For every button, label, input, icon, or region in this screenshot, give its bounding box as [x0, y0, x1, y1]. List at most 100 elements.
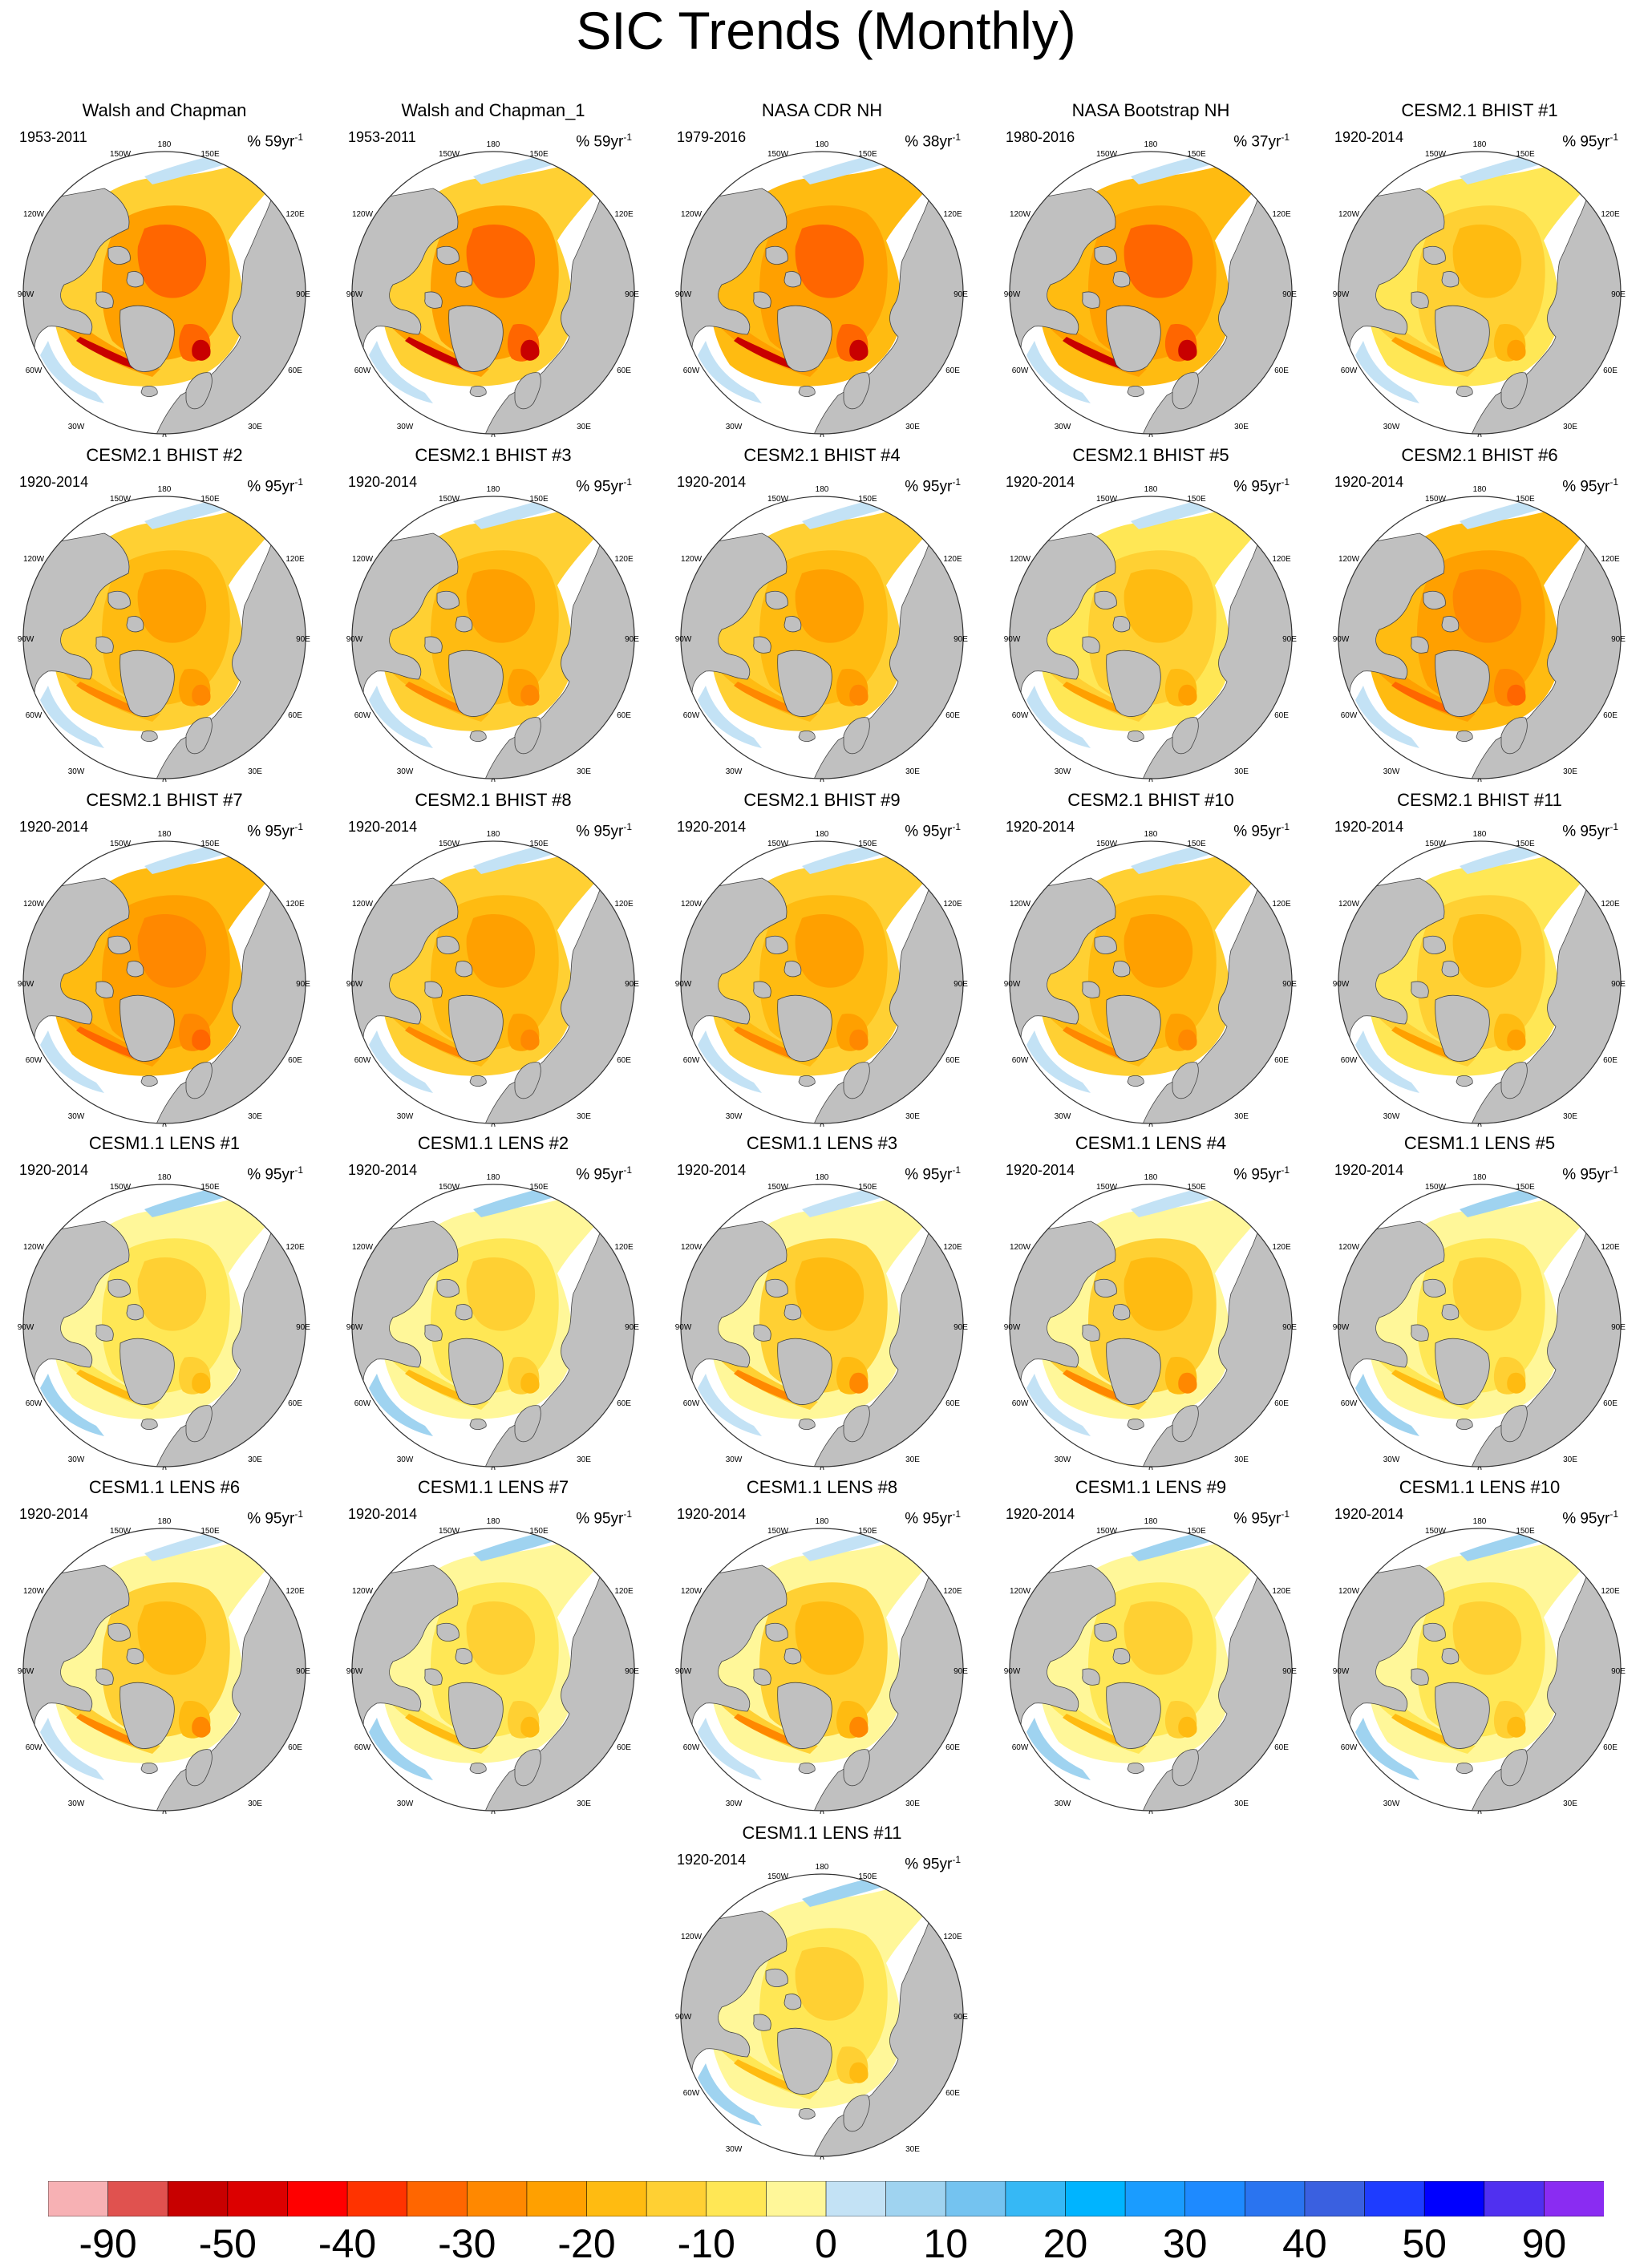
land-greenland	[1435, 305, 1490, 372]
panel-units-text: % 95yr	[1233, 823, 1282, 840]
longitude-label: 90E	[296, 1323, 310, 1332]
panel-units-exponent: -1	[294, 821, 303, 832]
panel-units: % 95yr-1	[905, 474, 961, 495]
colorbar-swatch	[1005, 2180, 1067, 2217]
longitude-label: 0	[1148, 1466, 1153, 1470]
longitude-label: 30W	[397, 1799, 414, 1808]
colorbar-tick-label: -30	[438, 2221, 496, 2266]
extreme-trend-region	[734, 1026, 869, 1059]
map-panel: CESM1.1 LENS #3 1920-2014% 95yr-1 180 150W 1…	[658, 1133, 986, 1470]
panel-title: Walsh and Chapman	[82, 100, 247, 120]
land-arctic-islands	[424, 1622, 473, 1686]
colorbar-swatch	[1423, 2180, 1485, 2217]
longitude-label: 150E	[1516, 1183, 1535, 1192]
map-panel: CESM2.1 BHIST #11 1920-2014 % 95yr-1 180 150…	[1315, 790, 1644, 1127]
longitude-label: 180	[158, 1173, 172, 1182]
longitude-label: 150W	[1425, 150, 1447, 159]
panel-units-exponent: -1	[1281, 821, 1290, 832]
land-greenland	[777, 1682, 832, 1749]
land-scandinavia	[1172, 1749, 1199, 1787]
longitude-label: 150W	[767, 840, 789, 848]
land-arctic-islands	[1082, 590, 1131, 654]
longitude-label: 60E	[945, 1056, 960, 1065]
longitude-label: 150E	[200, 1527, 220, 1536]
longitude-label: 90E	[954, 1667, 968, 1676]
longitude-label: 120E	[614, 1243, 634, 1252]
longitude-label: 30W	[726, 767, 743, 776]
land-greenland	[777, 650, 832, 717]
negative-trend-region	[1026, 496, 1231, 748]
strong-trend-region	[795, 1947, 869, 2084]
extreme-trend-region	[405, 1714, 540, 1747]
longitude-label: 30E	[905, 767, 920, 776]
longitude-label: 150W	[767, 1527, 789, 1536]
longitude-label: 120W	[23, 900, 45, 909]
extreme-trend-region	[405, 1026, 540, 1059]
longitude-label: 30W	[397, 1112, 414, 1121]
longitude-label: 150E	[200, 495, 220, 504]
extreme-trend-region	[1391, 1714, 1526, 1747]
land-iceland	[798, 1763, 816, 1774]
panel-units: % 59yr-1	[247, 129, 303, 150]
positive-trend-patch	[237, 841, 273, 864]
negative-trend-region	[369, 152, 573, 403]
panel-units: % 95yr-1	[576, 1506, 632, 1527]
colorbar-tick-label: 90	[1521, 2221, 1567, 2266]
panel-title: CESM2.1 BHIST #9	[743, 790, 901, 810]
land-arctic-islands	[424, 935, 473, 998]
colorbar-tick-label: 10	[923, 2221, 969, 2266]
panel-units-exponent: -1	[952, 132, 961, 143]
longitude-label: 30W	[68, 1799, 85, 1808]
longitude-label: 30E	[1234, 1799, 1249, 1808]
polar-map: 180 150W 150E 120W 120E 90W 90E 60W 60E 30W 30E 0	[675, 830, 969, 1127]
longitude-label: 60E	[288, 1743, 302, 1752]
land-scandinavia	[185, 372, 213, 410]
longitude-label: 90E	[625, 290, 639, 299]
longitude-label: 90E	[296, 1667, 310, 1676]
colorbar-swatch	[1484, 2180, 1545, 2217]
longitude-label: 120W	[1338, 1587, 1360, 1596]
panel-units: % 95yr-1	[905, 1162, 961, 1183]
land-scandinavia	[185, 717, 213, 755]
longitude-label: 150E	[529, 1527, 549, 1536]
longitude-label: 30E	[248, 423, 262, 431]
panel-units-exponent: -1	[1281, 1164, 1290, 1176]
longitude-label: 30E	[577, 767, 591, 776]
longitude-label: 150W	[439, 1527, 460, 1536]
negative-trend-region	[369, 496, 573, 748]
extreme-trend-region	[734, 2059, 869, 2092]
negative-trend-region	[698, 152, 902, 403]
land-greenland	[448, 1682, 504, 1749]
panel-units: % 95yr-1	[1233, 819, 1290, 840]
longitude-label: 150W	[1096, 1527, 1118, 1536]
longitude-label: 180	[1144, 140, 1158, 149]
panel-units: % 95yr-1	[905, 819, 961, 840]
panel-years: 1920-2014	[1006, 474, 1075, 490]
longitude-label: 60E	[945, 366, 960, 375]
land-north-america	[352, 188, 459, 366]
land-scandinavia	[1172, 1405, 1199, 1443]
longitude-label: 30W	[1383, 423, 1400, 431]
strong-trend-region	[795, 1257, 869, 1395]
longitude-label: 150E	[858, 840, 877, 848]
panel-units-exponent: -1	[294, 132, 303, 143]
longitude-label: 30W	[397, 767, 414, 776]
longitude-label: 90W	[346, 980, 363, 989]
longitude-label: 150W	[439, 1183, 460, 1192]
colorbar-swatch	[945, 2180, 1006, 2217]
land-iceland	[798, 1419, 816, 1430]
land-scandinavia	[185, 1749, 213, 1787]
longitude-label: 30E	[905, 1112, 920, 1121]
longitude-label: 120W	[1010, 1243, 1031, 1252]
panel-title: CESM2.1 BHIST #5	[1072, 445, 1229, 465]
longitude-label: 90W	[18, 1323, 34, 1332]
negative-trend-region	[698, 841, 902, 1093]
extreme-trend-region	[405, 337, 540, 370]
longitude-label: 150W	[1096, 150, 1118, 159]
longitude-label: 90E	[954, 290, 968, 299]
land-arctic-islands	[1411, 245, 1460, 309]
land-arctic-islands	[424, 1278, 473, 1342]
panel-years: 1920-2014	[19, 1506, 89, 1522]
longitude-label: 30W	[68, 767, 85, 776]
longitude-label: 30W	[726, 1455, 743, 1464]
